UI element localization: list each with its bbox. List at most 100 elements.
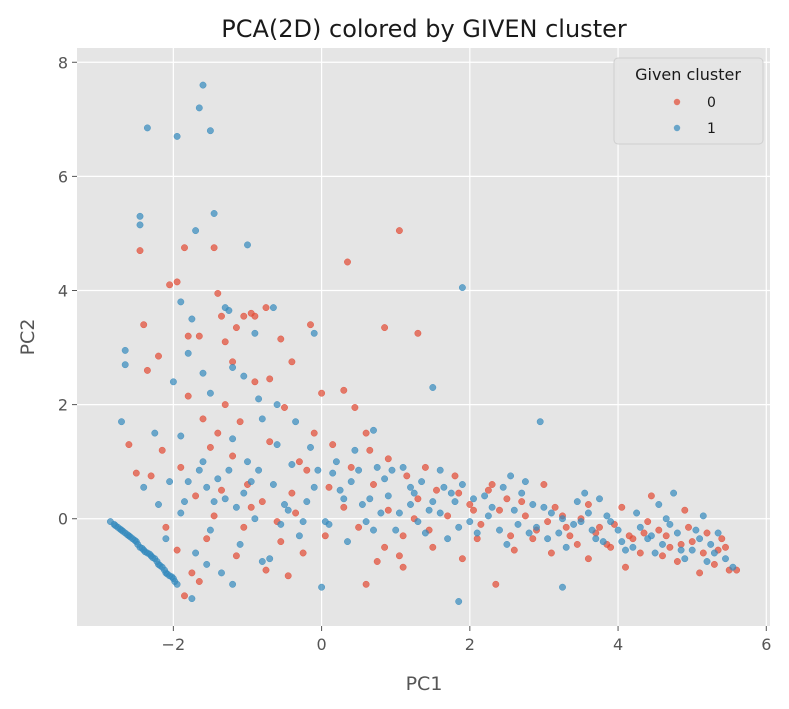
scatter-point-cluster-1 xyxy=(370,526,377,534)
scatter-point-cluster-1 xyxy=(221,495,229,503)
scatter-point-cluster-0 xyxy=(470,506,477,514)
scatter-point-cluster-1 xyxy=(555,529,563,537)
scatter-point-cluster-1 xyxy=(192,549,200,557)
legend-marker-cluster-0 xyxy=(673,98,681,106)
scatter-point-cluster-1 xyxy=(136,212,144,220)
scatter-point-cluster-0 xyxy=(240,312,248,320)
scatter-point-cluster-1 xyxy=(218,569,225,577)
scatter-point-cluster-0 xyxy=(636,549,644,557)
scatter-point-cluster-1 xyxy=(251,329,259,337)
scatter-point-cluster-0 xyxy=(370,481,377,488)
scatter-point-cluster-1 xyxy=(210,210,218,217)
scatter-point-cluster-0 xyxy=(466,501,474,508)
scatter-point-cluster-0 xyxy=(284,572,292,580)
scatter-point-cluster-0 xyxy=(362,580,370,588)
scatter-point-cluster-1 xyxy=(533,523,540,531)
scatter-point-cluster-1 xyxy=(344,538,351,546)
scatter-point-cluster-1 xyxy=(163,570,171,578)
scatter-point-cluster-1 xyxy=(288,461,296,468)
scatter-point-cluster-1 xyxy=(707,540,715,548)
scatter-point-cluster-0 xyxy=(484,486,492,494)
scatter-point-cluster-1 xyxy=(429,498,437,506)
scatter-point-cluster-1 xyxy=(236,540,244,548)
scatter-point-cluster-0 xyxy=(547,549,555,557)
scatter-point-cluster-0 xyxy=(240,523,248,531)
scatter-point-cluster-0 xyxy=(329,441,337,449)
scatter-point-cluster-1 xyxy=(529,501,537,508)
scatter-point-cluster-1 xyxy=(229,364,237,371)
scatter-point-cluster-1 xyxy=(377,509,385,517)
scatter-point-cluster-1 xyxy=(673,529,681,537)
scatter-point-cluster-0 xyxy=(184,392,192,400)
x-tick-labels: −2 0 2 4 6 xyxy=(162,626,771,654)
scatter-point-cluster-1 xyxy=(318,583,326,591)
scatter-point-cluster-1 xyxy=(340,495,348,503)
scatter-point-cluster-0 xyxy=(395,227,403,235)
scatter-point-cluster-0 xyxy=(136,247,144,255)
scatter-point-cluster-0 xyxy=(429,543,437,551)
scatter-point-cluster-1 xyxy=(206,127,214,135)
scatter-point-cluster-0 xyxy=(288,489,296,497)
scatter-point-cluster-1 xyxy=(177,432,185,440)
scatter-point-cluster-0 xyxy=(166,281,174,289)
scatter-point-cluster-1 xyxy=(232,503,240,511)
scatter-point-cluster-1 xyxy=(458,481,466,488)
scatter-point-cluster-0 xyxy=(251,378,259,386)
scatter-point-cluster-0 xyxy=(384,506,392,514)
scatter-point-cluster-1 xyxy=(588,526,596,534)
scatter-point-cluster-1 xyxy=(466,518,474,526)
scatter-point-cluster-0 xyxy=(232,552,240,560)
scatter-point-cluster-1 xyxy=(407,501,414,508)
scatter-point-cluster-0 xyxy=(325,483,333,491)
scatter-point-cluster-0 xyxy=(299,549,307,557)
scatter-point-cluster-1 xyxy=(240,372,248,380)
scatter-point-cluster-1 xyxy=(225,307,233,314)
scatter-point-cluster-1 xyxy=(655,501,663,508)
scatter-point-cluster-1 xyxy=(126,533,134,541)
scatter-point-cluster-1 xyxy=(699,512,707,520)
scatter-point-cluster-1 xyxy=(199,81,207,89)
scatter-point-cluster-0 xyxy=(566,532,574,540)
scatter-point-cluster-1 xyxy=(596,495,603,503)
scatter-point-cluster-1 xyxy=(496,526,503,534)
scatter-point-cluster-1 xyxy=(458,284,466,292)
scatter-point-cluster-1 xyxy=(514,520,522,528)
scatter-point-cluster-1 xyxy=(447,489,455,497)
scatter-point-cluster-1 xyxy=(688,546,696,554)
scatter-point-cluster-0 xyxy=(214,289,222,297)
y-tick-label: 0 xyxy=(58,510,68,529)
scatter-point-cluster-0 xyxy=(584,501,592,508)
scatter-point-cluster-1 xyxy=(310,329,318,337)
scatter-point-cluster-0 xyxy=(421,463,429,471)
scatter-point-cluster-0 xyxy=(384,455,392,463)
scatter-point-cluster-0 xyxy=(206,443,214,451)
scatter-point-cluster-1 xyxy=(251,515,259,523)
scatter-point-cluster-0 xyxy=(503,495,511,503)
scatter-point-cluster-0 xyxy=(362,429,370,437)
scatter-point-cluster-1 xyxy=(395,509,403,517)
y-tick-label: 2 xyxy=(58,396,68,415)
scatter-point-cluster-0 xyxy=(399,532,407,540)
scatter-point-cluster-0 xyxy=(303,466,311,474)
scatter-point-cluster-1 xyxy=(292,418,300,426)
y-tick-label: 8 xyxy=(58,53,68,72)
scatter-point-cluster-1 xyxy=(451,498,459,506)
scatter-point-cluster-1 xyxy=(310,483,318,491)
scatter-point-cluster-1 xyxy=(244,241,251,249)
scatter-point-cluster-1 xyxy=(121,361,129,369)
scatter-point-cluster-0 xyxy=(277,335,285,343)
scatter-point-cluster-1 xyxy=(614,526,622,534)
y-tick-label: 4 xyxy=(58,281,68,300)
scatter-point-cluster-0 xyxy=(199,415,207,423)
scatter-point-cluster-1 xyxy=(173,132,181,140)
scatter-point-cluster-0 xyxy=(229,358,237,366)
scatter-point-cluster-1 xyxy=(681,555,689,563)
scatter-point-cluster-0 xyxy=(444,512,452,520)
scatter-point-cluster-0 xyxy=(403,472,411,480)
scatter-point-cluster-1 xyxy=(177,298,185,306)
y-tick-labels: 0 2 4 6 8 xyxy=(58,53,77,529)
series-cluster-1 xyxy=(106,81,737,605)
scatter-point-cluster-0 xyxy=(373,558,381,565)
scatter-point-cluster-0 xyxy=(399,563,407,571)
